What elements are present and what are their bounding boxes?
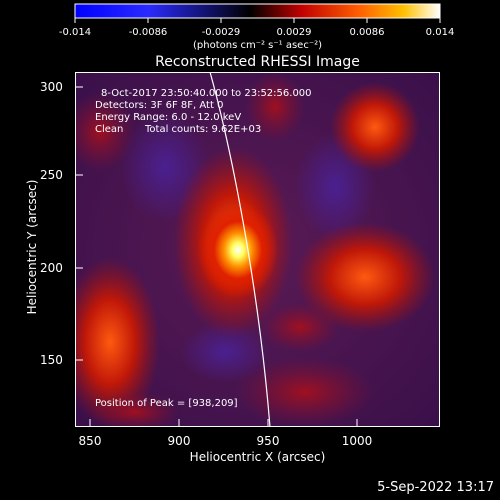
y-tick-label: 150: [40, 353, 63, 367]
y-axis-label: Heliocentric Y (arcsec): [25, 179, 39, 315]
colorbar-tick: -0.0029: [201, 27, 241, 38]
y-tick-label: 200: [40, 261, 63, 275]
total-counts: Total counts: 9.62E+03: [145, 124, 262, 135]
colorbar-tick: 0.014: [425, 27, 455, 38]
detectors-info: Detectors: 3F 6F 8F, Att 0: [95, 100, 224, 111]
x-tick-label: 850: [78, 434, 102, 448]
image-title: Reconstructed RHESSI Image: [155, 54, 360, 70]
colorbar-tick: -0.014: [58, 27, 92, 38]
rhessi-image: [75, 72, 440, 427]
energy-range: Energy Range: 6.0 - 12.0 keV: [95, 112, 242, 123]
x-tick-label: 900: [167, 434, 191, 448]
colorbar: [74, 3, 441, 23]
x-tick-label: 1000: [341, 434, 373, 448]
y-tick-label: 300: [40, 80, 63, 94]
clean-label: Clean: [95, 124, 124, 135]
colorbar-tick: -0.0086: [128, 27, 168, 38]
render-date: 5-Sep-2022 13:17: [377, 480, 494, 495]
y-tick-label: 250: [40, 168, 63, 182]
x-axis-label: Heliocentric X (arcsec): [189, 450, 326, 464]
colorbar-tick: 0.0086: [349, 27, 385, 38]
colorbar-units: (photons cm⁻² s⁻¹ asec⁻²): [192, 40, 323, 51]
peak-position: Position of Peak = [938,209]: [95, 398, 238, 409]
x-tick-label: 950: [256, 434, 280, 448]
colorbar-tick: 0.0029: [276, 27, 312, 38]
time-range: 8-Oct-2017 23:50:40.000 to 23:52:56.000: [101, 88, 312, 99]
